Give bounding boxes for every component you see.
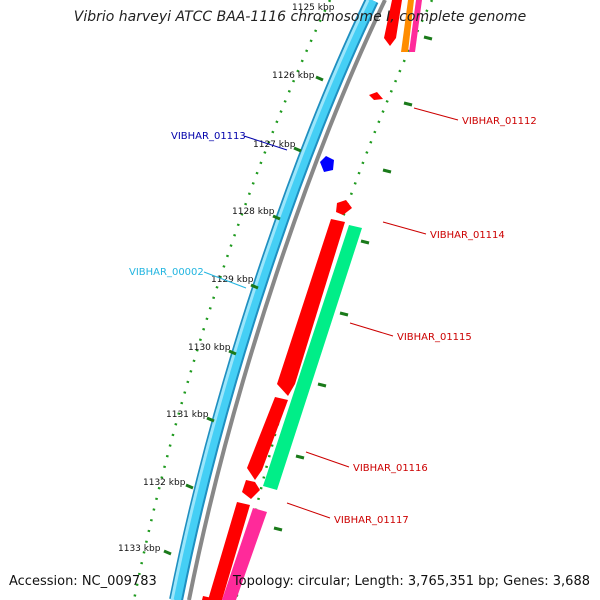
gene-label-vibhar-01116[interactable]: VIBHAR_01116 (353, 463, 428, 474)
gene-arrow-vibhar-01114[interactable] (336, 200, 352, 215)
backbone-cyan (171, 0, 377, 600)
gene-arrow-vibhar-01117-small[interactable] (242, 480, 260, 499)
leader-vibhar-01113 (243, 135, 288, 151)
tick-label-1132: 1132 kbp (143, 478, 186, 488)
genome-summary: Topology: circular; Length: 3,765,351 bp… (232, 574, 590, 589)
backbone-grey (187, 0, 387, 600)
tick-label-1130: 1130 kbp (188, 343, 231, 353)
gene-labels: VIBHAR_01112 VIBHAR_01113 VIBHAR_01114 V… (129, 116, 537, 526)
tick-label-1125: 1125 kbp (292, 3, 335, 13)
gene-arrow-bottom-red[interactable] (202, 596, 212, 600)
tick-label-1129: 1129 kbp (211, 275, 254, 285)
inner-dotted-track (132, 0, 332, 600)
gene-label-vibhar-01113[interactable]: VIBHAR_01113 (171, 131, 246, 142)
gene-arrow-magenta-bottom[interactable] (222, 508, 267, 600)
scale-tick-labels: 1125 kbp 1126 kbp 1127 kbp 1128 kbp 1129… (118, 3, 335, 554)
gene-arrow-vibhar-01112[interactable] (369, 92, 383, 100)
leader-vibhar-01112 (413, 107, 459, 121)
backbone (169, 0, 387, 600)
leader-vibhar-01114 (382, 221, 427, 235)
gene-arrow-vibhar-01113[interactable] (320, 156, 334, 172)
leader-lines (203, 107, 459, 519)
map-title: Vibrio harveyi ATCC BAA-1116 chromosome … (73, 9, 527, 25)
gene-label-vibhar-01112[interactable]: VIBHAR_01112 (462, 116, 537, 127)
accession-label: Accession: NC_009783 (9, 574, 157, 589)
feature-track (202, 0, 422, 600)
backbone-cyan-highlight (170, 0, 370, 600)
outer-ticks (273, 35, 433, 532)
gene-arrow-vibhar-01117[interactable] (208, 502, 250, 600)
leader-vibhar-00002 (203, 271, 247, 289)
gene-label-vibhar-01115[interactable]: VIBHAR_01115 (397, 332, 472, 343)
gene-arrow-vibhar-01115[interactable] (277, 219, 345, 396)
tick-label-1133: 1133 kbp (118, 544, 161, 554)
tick-label-1126: 1126 kbp (272, 71, 315, 81)
gene-label-vibhar-00002[interactable]: VIBHAR_00002 (129, 267, 204, 278)
gene-arrow-vibhar-01115-reverse[interactable] (263, 225, 362, 490)
leader-vibhar-01115 (349, 322, 394, 337)
gene-label-vibhar-01114[interactable]: VIBHAR_01114 (430, 230, 505, 241)
inner-ticks (163, 75, 324, 556)
tick-label-1127: 1127 kbp (253, 140, 296, 150)
tick-label-1131: 1131 kbp (166, 410, 209, 420)
gene-label-vibhar-01117[interactable]: VIBHAR_01117 (334, 515, 409, 526)
gene-arrow-magenta-top[interactable] (409, 0, 422, 52)
gene-arrow-vibhar-01116[interactable] (247, 397, 288, 480)
leader-vibhar-01116 (305, 451, 350, 468)
tick-label-1128: 1128 kbp (232, 207, 275, 217)
gene-arrow-vibhar-01111[interactable] (384, 0, 402, 46)
gene-arrow-orange[interactable] (401, 0, 414, 52)
leader-vibhar-01117 (286, 502, 331, 519)
